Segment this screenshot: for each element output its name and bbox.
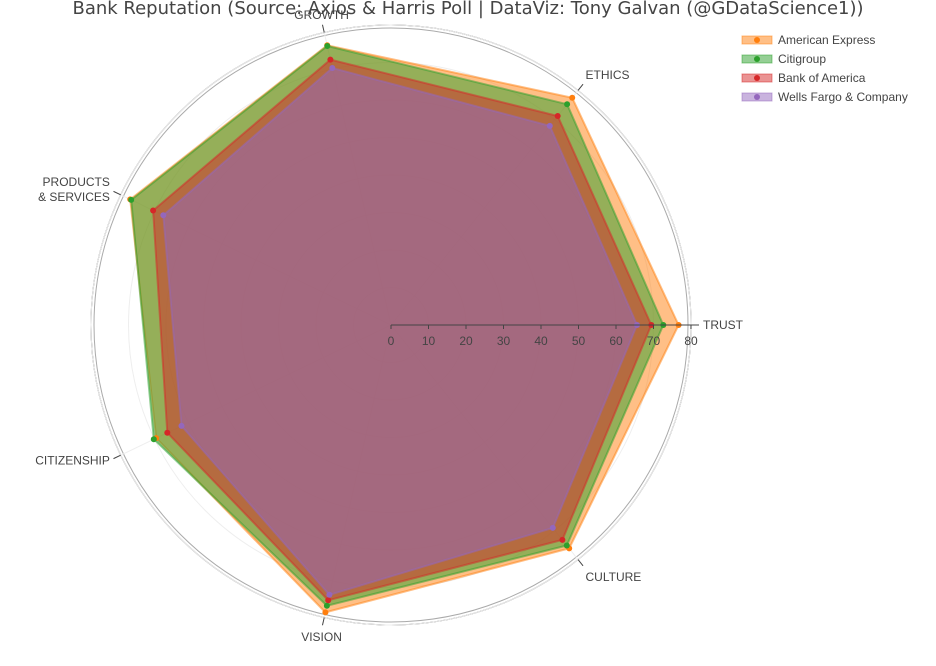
data-point[interactable] <box>569 94 576 101</box>
category-tick <box>577 559 584 567</box>
category-label-vision: VISION <box>301 630 342 644</box>
radial-axis: 0 10 20 30 40 50 60 70 80 <box>388 324 698 348</box>
legend-item[interactable]: American Express <box>741 33 875 47</box>
legend-item[interactable]: Wells Fargo & Company <box>741 90 908 104</box>
data-point[interactable] <box>546 122 553 129</box>
data-point[interactable] <box>324 43 331 49</box>
legend-marker <box>754 56 760 62</box>
category-tick <box>577 83 584 91</box>
data-point[interactable] <box>164 429 171 436</box>
data-point[interactable] <box>323 602 330 609</box>
legend-label: Bank of America <box>778 71 866 85</box>
category-label-culture: CULTURE <box>586 570 642 584</box>
data-point[interactable] <box>325 597 332 604</box>
data-point[interactable] <box>554 113 561 119</box>
category-tick <box>113 454 121 460</box>
data-point[interactable] <box>327 56 334 63</box>
legend-label: Wells Fargo & Company <box>778 90 908 104</box>
legend-marker <box>754 37 760 43</box>
data-point[interactable] <box>563 542 570 549</box>
series-area-wells-fargo-company[interactable] <box>162 66 639 596</box>
radial-tick-label: 80 <box>684 334 698 348</box>
legend-item[interactable]: Bank of America <box>741 71 866 85</box>
data-point[interactable] <box>329 65 336 71</box>
radial-tick-label: 20 <box>459 334 473 348</box>
radial-tick-label: 40 <box>534 334 548 348</box>
points-layer: 0 10 20 30 40 50 60 70 80 <box>127 42 698 616</box>
chart-title: Bank Reputation (Source: Axios & Harris … <box>72 0 863 19</box>
data-point[interactable] <box>150 436 157 443</box>
category-tick <box>321 24 325 33</box>
legend-marker <box>754 94 760 100</box>
category-label-citizenship: CITIZENSHIP <box>35 453 110 467</box>
legend-label: American Express <box>778 33 875 47</box>
data-point[interactable] <box>150 207 157 214</box>
data-point[interactable] <box>178 422 185 429</box>
data-point[interactable] <box>549 524 556 531</box>
legend-item[interactable]: Citigroup <box>741 52 826 66</box>
legend-marker <box>754 75 760 81</box>
data-point[interactable] <box>326 591 333 598</box>
radial-tick-label: 60 <box>609 334 623 348</box>
legend[interactable]: American Express Citigroup Bank of America… <box>741 33 908 104</box>
data-point[interactable] <box>559 536 566 543</box>
category-tick <box>321 617 325 626</box>
series-layer <box>129 44 680 614</box>
radial-tick-label: 30 <box>497 334 511 348</box>
radial-tick-label: 70 <box>647 334 661 348</box>
data-point[interactable] <box>128 196 135 203</box>
category-label-trust: TRUST <box>703 318 744 332</box>
category-label-ethics: ETHICS <box>586 68 630 82</box>
category-label-products-services: PRODUCTS & SERVICES <box>38 175 110 204</box>
radial-tick-label: 10 <box>422 334 436 348</box>
data-point[interactable] <box>322 609 329 616</box>
data-point[interactable] <box>564 101 571 108</box>
legend-label: Citigroup <box>778 52 826 66</box>
category-labels: TRUST ETHICS GROWTH PRODUCTS & SERVICES CITIZ… <box>35 8 743 644</box>
category-tick <box>113 190 121 196</box>
radial-tick-label: 50 <box>572 334 586 348</box>
category-label-growth: GROWTH <box>294 8 349 22</box>
data-point[interactable] <box>160 212 167 219</box>
radial-tick-label: 0 <box>388 334 395 348</box>
